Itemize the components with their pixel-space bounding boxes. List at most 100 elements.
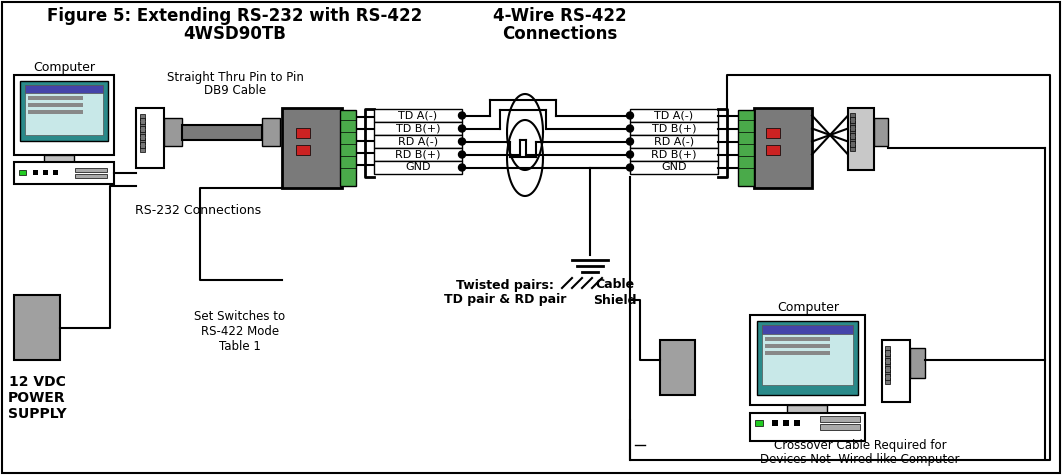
Text: RD A(-): RD A(-) [654, 136, 695, 146]
Bar [25, 85, 103, 135]
Bar [14, 75, 114, 155]
Bar [787, 405, 827, 413]
Text: RD B(+): RD B(+) [395, 150, 441, 160]
Bar [850, 137, 855, 143]
Bar [140, 134, 145, 140]
Bar [140, 146, 145, 152]
Bar [25, 85, 103, 93]
Circle shape [459, 125, 465, 132]
Bar [910, 348, 925, 378]
Text: DB9 Cable: DB9 Cable [204, 85, 267, 97]
Bar [140, 118, 145, 124]
Circle shape [627, 112, 634, 119]
Bar [262, 118, 280, 146]
Text: RD B(+): RD B(+) [651, 150, 697, 160]
Text: RS-232 Connections: RS-232 Connections [135, 203, 261, 217]
Bar [885, 366, 890, 372]
Bar [738, 110, 754, 186]
Text: Connections: Connections [502, 25, 618, 43]
Bar [850, 141, 855, 147]
Bar [850, 125, 855, 131]
Text: GND: GND [406, 162, 431, 172]
Bar [140, 130, 145, 136]
Bar [765, 337, 830, 341]
Bar [19, 170, 25, 175]
Bar [755, 420, 763, 426]
Bar [757, 321, 858, 395]
Bar [75, 174, 107, 178]
Circle shape [459, 138, 465, 145]
Text: TD pair & RD pair: TD pair & RD pair [444, 294, 566, 306]
Bar [820, 416, 860, 422]
Bar [850, 145, 855, 151]
Text: 4-Wire RS-422: 4-Wire RS-422 [493, 7, 627, 25]
Bar [630, 135, 718, 148]
Text: Devices Not  Wired like Computer: Devices Not Wired like Computer [760, 454, 960, 466]
Text: 4WSD90TB: 4WSD90TB [184, 25, 287, 43]
Bar [885, 354, 890, 360]
Bar [885, 362, 890, 368]
Text: TD A(-): TD A(-) [398, 111, 438, 121]
Bar [885, 370, 890, 376]
Circle shape [459, 164, 465, 171]
Bar [28, 110, 83, 114]
Bar [763, 325, 853, 385]
Bar [53, 170, 58, 175]
Bar [374, 122, 462, 135]
Bar [763, 325, 853, 334]
Bar [850, 133, 855, 139]
Bar [850, 113, 855, 119]
Bar [340, 110, 356, 186]
Bar [140, 122, 145, 128]
Text: 12 VDC
POWER
SUPPLY: 12 VDC POWER SUPPLY [7, 375, 66, 421]
Bar [374, 148, 462, 161]
Bar [140, 142, 145, 148]
Text: Crossover Cable Required for: Crossover Cable Required for [774, 438, 946, 452]
Text: TD B(+): TD B(+) [652, 124, 697, 133]
Text: Straight Thru Pin to Pin: Straight Thru Pin to Pin [167, 72, 304, 85]
Bar [140, 138, 145, 144]
Bar [874, 118, 888, 146]
Bar [794, 420, 800, 426]
Bar [885, 378, 890, 384]
Bar [885, 358, 890, 364]
Circle shape [627, 125, 634, 132]
Text: GND: GND [662, 162, 687, 172]
Bar [850, 121, 855, 127]
Circle shape [627, 164, 634, 171]
Bar [772, 420, 778, 426]
Text: TD A(-): TD A(-) [654, 111, 693, 121]
Circle shape [627, 138, 634, 145]
Circle shape [459, 151, 465, 158]
Bar [754, 108, 812, 188]
Bar [630, 161, 718, 174]
Bar [182, 125, 262, 140]
Bar [847, 108, 874, 170]
Bar [28, 103, 83, 107]
Bar [374, 161, 462, 174]
Text: Twisted pairs:: Twisted pairs: [456, 278, 554, 292]
Bar [630, 109, 718, 122]
Bar [14, 295, 59, 360]
Bar [296, 128, 310, 138]
Bar [765, 351, 830, 355]
Bar [750, 315, 866, 405]
Bar [885, 374, 890, 380]
Bar [136, 108, 164, 168]
Bar [44, 155, 74, 162]
Bar [282, 108, 342, 188]
Bar [766, 145, 780, 155]
Bar [820, 424, 860, 430]
Bar [885, 346, 890, 352]
Text: Computer: Computer [33, 60, 95, 74]
Bar [20, 81, 108, 141]
Bar [164, 118, 182, 146]
Circle shape [627, 151, 634, 158]
Bar [14, 162, 114, 184]
Bar [850, 117, 855, 123]
Bar [660, 340, 695, 395]
Bar [850, 129, 855, 135]
Bar [883, 340, 910, 402]
Text: TD B(+): TD B(+) [396, 124, 441, 133]
Text: Computer: Computer [777, 302, 839, 314]
